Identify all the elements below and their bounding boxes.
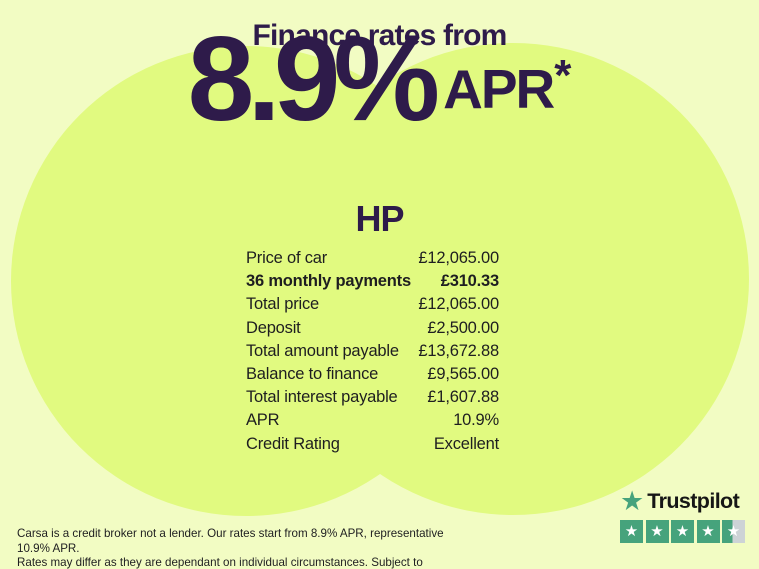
row-value: £9,565.00 xyxy=(427,365,499,384)
trustpilot-badge[interactable]: ★ Trustpilot ★ ★ ★ ★ ★ xyxy=(620,488,747,543)
row-value: £310.33 xyxy=(440,272,499,291)
row-value: £2,500.00 xyxy=(427,318,499,337)
table-row-balance-to-finance: Balance to finance £9,565.00 xyxy=(246,363,499,386)
background-circle-right xyxy=(277,43,749,515)
asterisk-icon: * xyxy=(554,51,572,100)
table-row-apr: APR 10.9% xyxy=(246,409,499,432)
table-row-price-of-car: Price of car £12,065.00 xyxy=(246,247,499,270)
row-value: £12,065.00 xyxy=(418,295,499,314)
row-label: Credit Rating xyxy=(246,434,340,453)
row-label: Balance to finance xyxy=(246,365,379,384)
table-row-total-interest-payable: Total interest payable £1,607.88 xyxy=(246,386,499,409)
table-row-deposit: Deposit £2,500.00 xyxy=(246,317,499,340)
row-label: Total interest payable xyxy=(246,388,398,407)
table-row-total-price: Total price £12,065.00 xyxy=(246,293,499,316)
rate-suffix: APR xyxy=(443,58,555,120)
table-row-total-amount-payable: Total amount payable £13,672.88 xyxy=(246,340,499,363)
row-value: 10.9% xyxy=(453,411,499,430)
row-value: £12,065.00 xyxy=(418,249,499,268)
table-row-monthly-payments: 36 monthly payments £310.33 xyxy=(246,270,499,293)
finance-type-heading: HP xyxy=(355,198,404,239)
row-label: Total price xyxy=(246,295,320,314)
disclaimer-line-1: Carsa is a credit broker not a lender. O… xyxy=(17,527,444,555)
row-label: Deposit xyxy=(246,318,301,337)
trustpilot-brand-text: Trustpilot xyxy=(647,489,740,513)
row-label: Total amount payable xyxy=(246,341,399,360)
row-value: Excellent xyxy=(433,434,499,453)
table-row-credit-rating: Credit Rating Excellent xyxy=(246,433,499,456)
rating-star-icon: ★ xyxy=(696,520,720,543)
row-value: £13,672.88 xyxy=(418,341,499,360)
trustpilot-star-icon: ★ xyxy=(620,486,645,516)
row-label: 36 monthly payments xyxy=(246,272,411,291)
row-label: Price of car xyxy=(246,249,328,268)
rating-star-half-icon: ★ xyxy=(722,520,745,543)
rating-star-icon: ★ xyxy=(671,520,694,543)
rating-star-icon: ★ xyxy=(620,520,643,543)
trustpilot-rating-stars: ★ ★ ★ ★ ★ xyxy=(620,520,747,543)
finance-table: Price of car £12,065.00 36 monthly payme… xyxy=(246,247,499,456)
row-label: APR xyxy=(246,411,280,430)
disclaimer-line-2: Rates may differ as they are dependant o… xyxy=(17,556,423,569)
row-value: £1,607.88 xyxy=(427,388,499,407)
legal-disclaimer: Carsa is a credit broker not a lender. O… xyxy=(17,527,447,569)
headline-rate: 8.9% APR * xyxy=(0,0,759,158)
trustpilot-logo: ★ Trustpilot xyxy=(620,488,747,515)
banner-title: Finance rates from xyxy=(252,19,507,52)
rate-value: 8.9% xyxy=(187,12,441,146)
rating-star-icon: ★ xyxy=(645,520,669,543)
